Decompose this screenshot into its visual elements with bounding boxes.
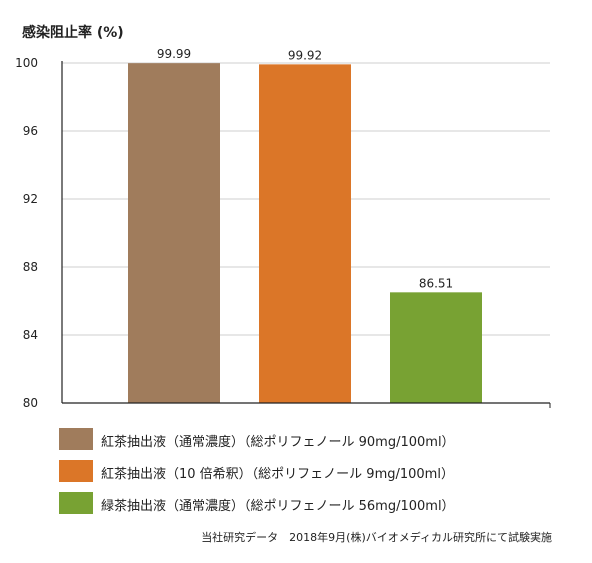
y-axis-title: 感染阻止率 (%) [22, 25, 124, 41]
legend-swatch [59, 460, 93, 482]
source-note: 当社研究データ 2018年9月(株)バイオメディカル研究所にて試験実施 [201, 531, 552, 544]
legend-swatch [59, 492, 93, 514]
legend-label: 紅茶抽出液（10 倍希釈）（総ポリフェノール 9mg/100ml） [101, 467, 454, 482]
legend-item: 紅茶抽出液（10 倍希釈）（総ポリフェノール 9mg/100ml） [59, 460, 559, 486]
legend-label: 緑茶抽出液（通常濃度）（総ポリフェノール 56mg/100ml） [101, 499, 455, 514]
bar-value-label: 99.99 [157, 47, 191, 61]
legend-label: 紅茶抽出液（通常濃度）（総ポリフェノール 90mg/100ml） [101, 435, 455, 450]
bar [128, 63, 220, 404]
bars [128, 63, 482, 404]
legend-item: 緑茶抽出液（通常濃度）（総ポリフェノール 56mg/100ml） [59, 492, 559, 518]
y-tick-label: 84 [23, 328, 38, 342]
y-tick-label: 96 [23, 124, 38, 138]
y-tick-labels: 80 84 88 92 96 100 [15, 56, 38, 410]
y-tick-label: 88 [23, 260, 38, 274]
bar [259, 64, 351, 404]
legend-item: 紅茶抽出液（通常濃度）（総ポリフェノール 90mg/100ml） [59, 428, 559, 454]
y-tick-label: 100 [15, 56, 38, 70]
bar-value-label: 86.51 [419, 276, 453, 290]
legend-swatch [59, 428, 93, 450]
bar-value-label: 99.92 [288, 48, 322, 62]
bar [390, 292, 482, 403]
value-labels: 99.99 99.92 86.51 [157, 47, 453, 290]
y-tick-label: 92 [23, 192, 38, 206]
y-tick-label: 80 [23, 396, 38, 410]
axes [61, 61, 551, 408]
